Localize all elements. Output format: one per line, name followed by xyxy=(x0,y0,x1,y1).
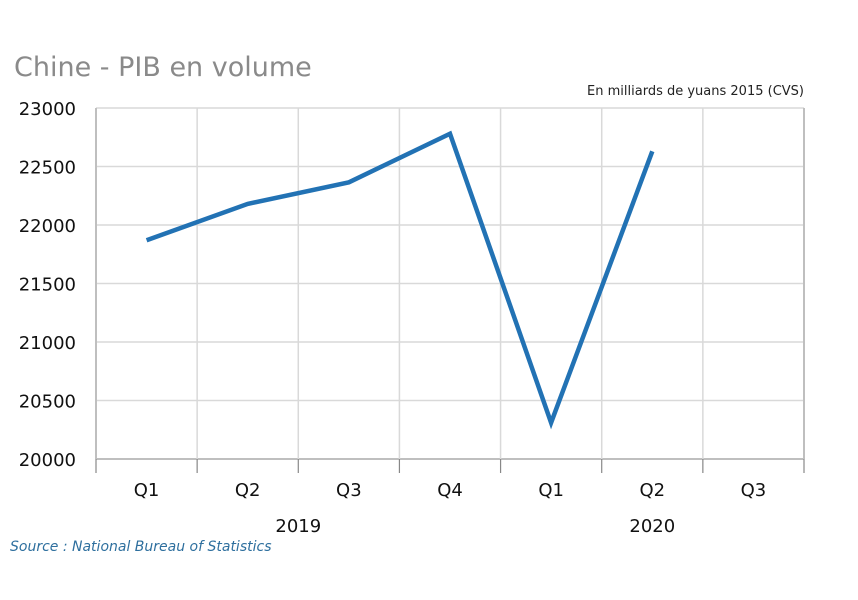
chart-subtitle: En milliards de yuans 2015 (CVS) xyxy=(587,84,804,99)
y-tick-label: 21000 xyxy=(19,333,76,354)
x-tick-label: Q3 xyxy=(741,480,767,501)
y-tick-label: 22500 xyxy=(19,158,76,179)
y-tick-label: 22000 xyxy=(19,216,76,237)
chart-title: Chine - PIB en volume xyxy=(14,52,312,83)
y-tick-label: 21500 xyxy=(19,275,76,296)
x-tick-label: Q1 xyxy=(134,480,160,501)
x-tick-label: Q2 xyxy=(235,480,261,501)
x-tick-label: Q3 xyxy=(336,480,362,501)
source-note: Source : National Bureau of Statistics xyxy=(10,539,272,555)
year-labels: 2019 2020 xyxy=(275,516,675,537)
x-tick-label: Q4 xyxy=(437,480,463,501)
y-axis-ticks: 20000 20500 21000 21500 22000 22500 23000 xyxy=(19,99,76,471)
gridlines xyxy=(95,107,805,473)
y-tick-label: 20500 xyxy=(19,392,76,413)
x-tick-label: Q2 xyxy=(639,480,665,501)
series-group xyxy=(145,130,655,430)
y-tick-label: 23000 xyxy=(19,99,76,120)
year-label: 2019 xyxy=(275,516,321,537)
year-label: 2020 xyxy=(629,516,675,537)
y-tick-label: 20000 xyxy=(19,450,76,471)
x-axis-ticks: Q1 Q2 Q3 Q4 Q1 Q2 Q3 xyxy=(134,480,766,501)
series-line xyxy=(145,130,655,430)
x-tick-label: Q1 xyxy=(538,480,564,501)
